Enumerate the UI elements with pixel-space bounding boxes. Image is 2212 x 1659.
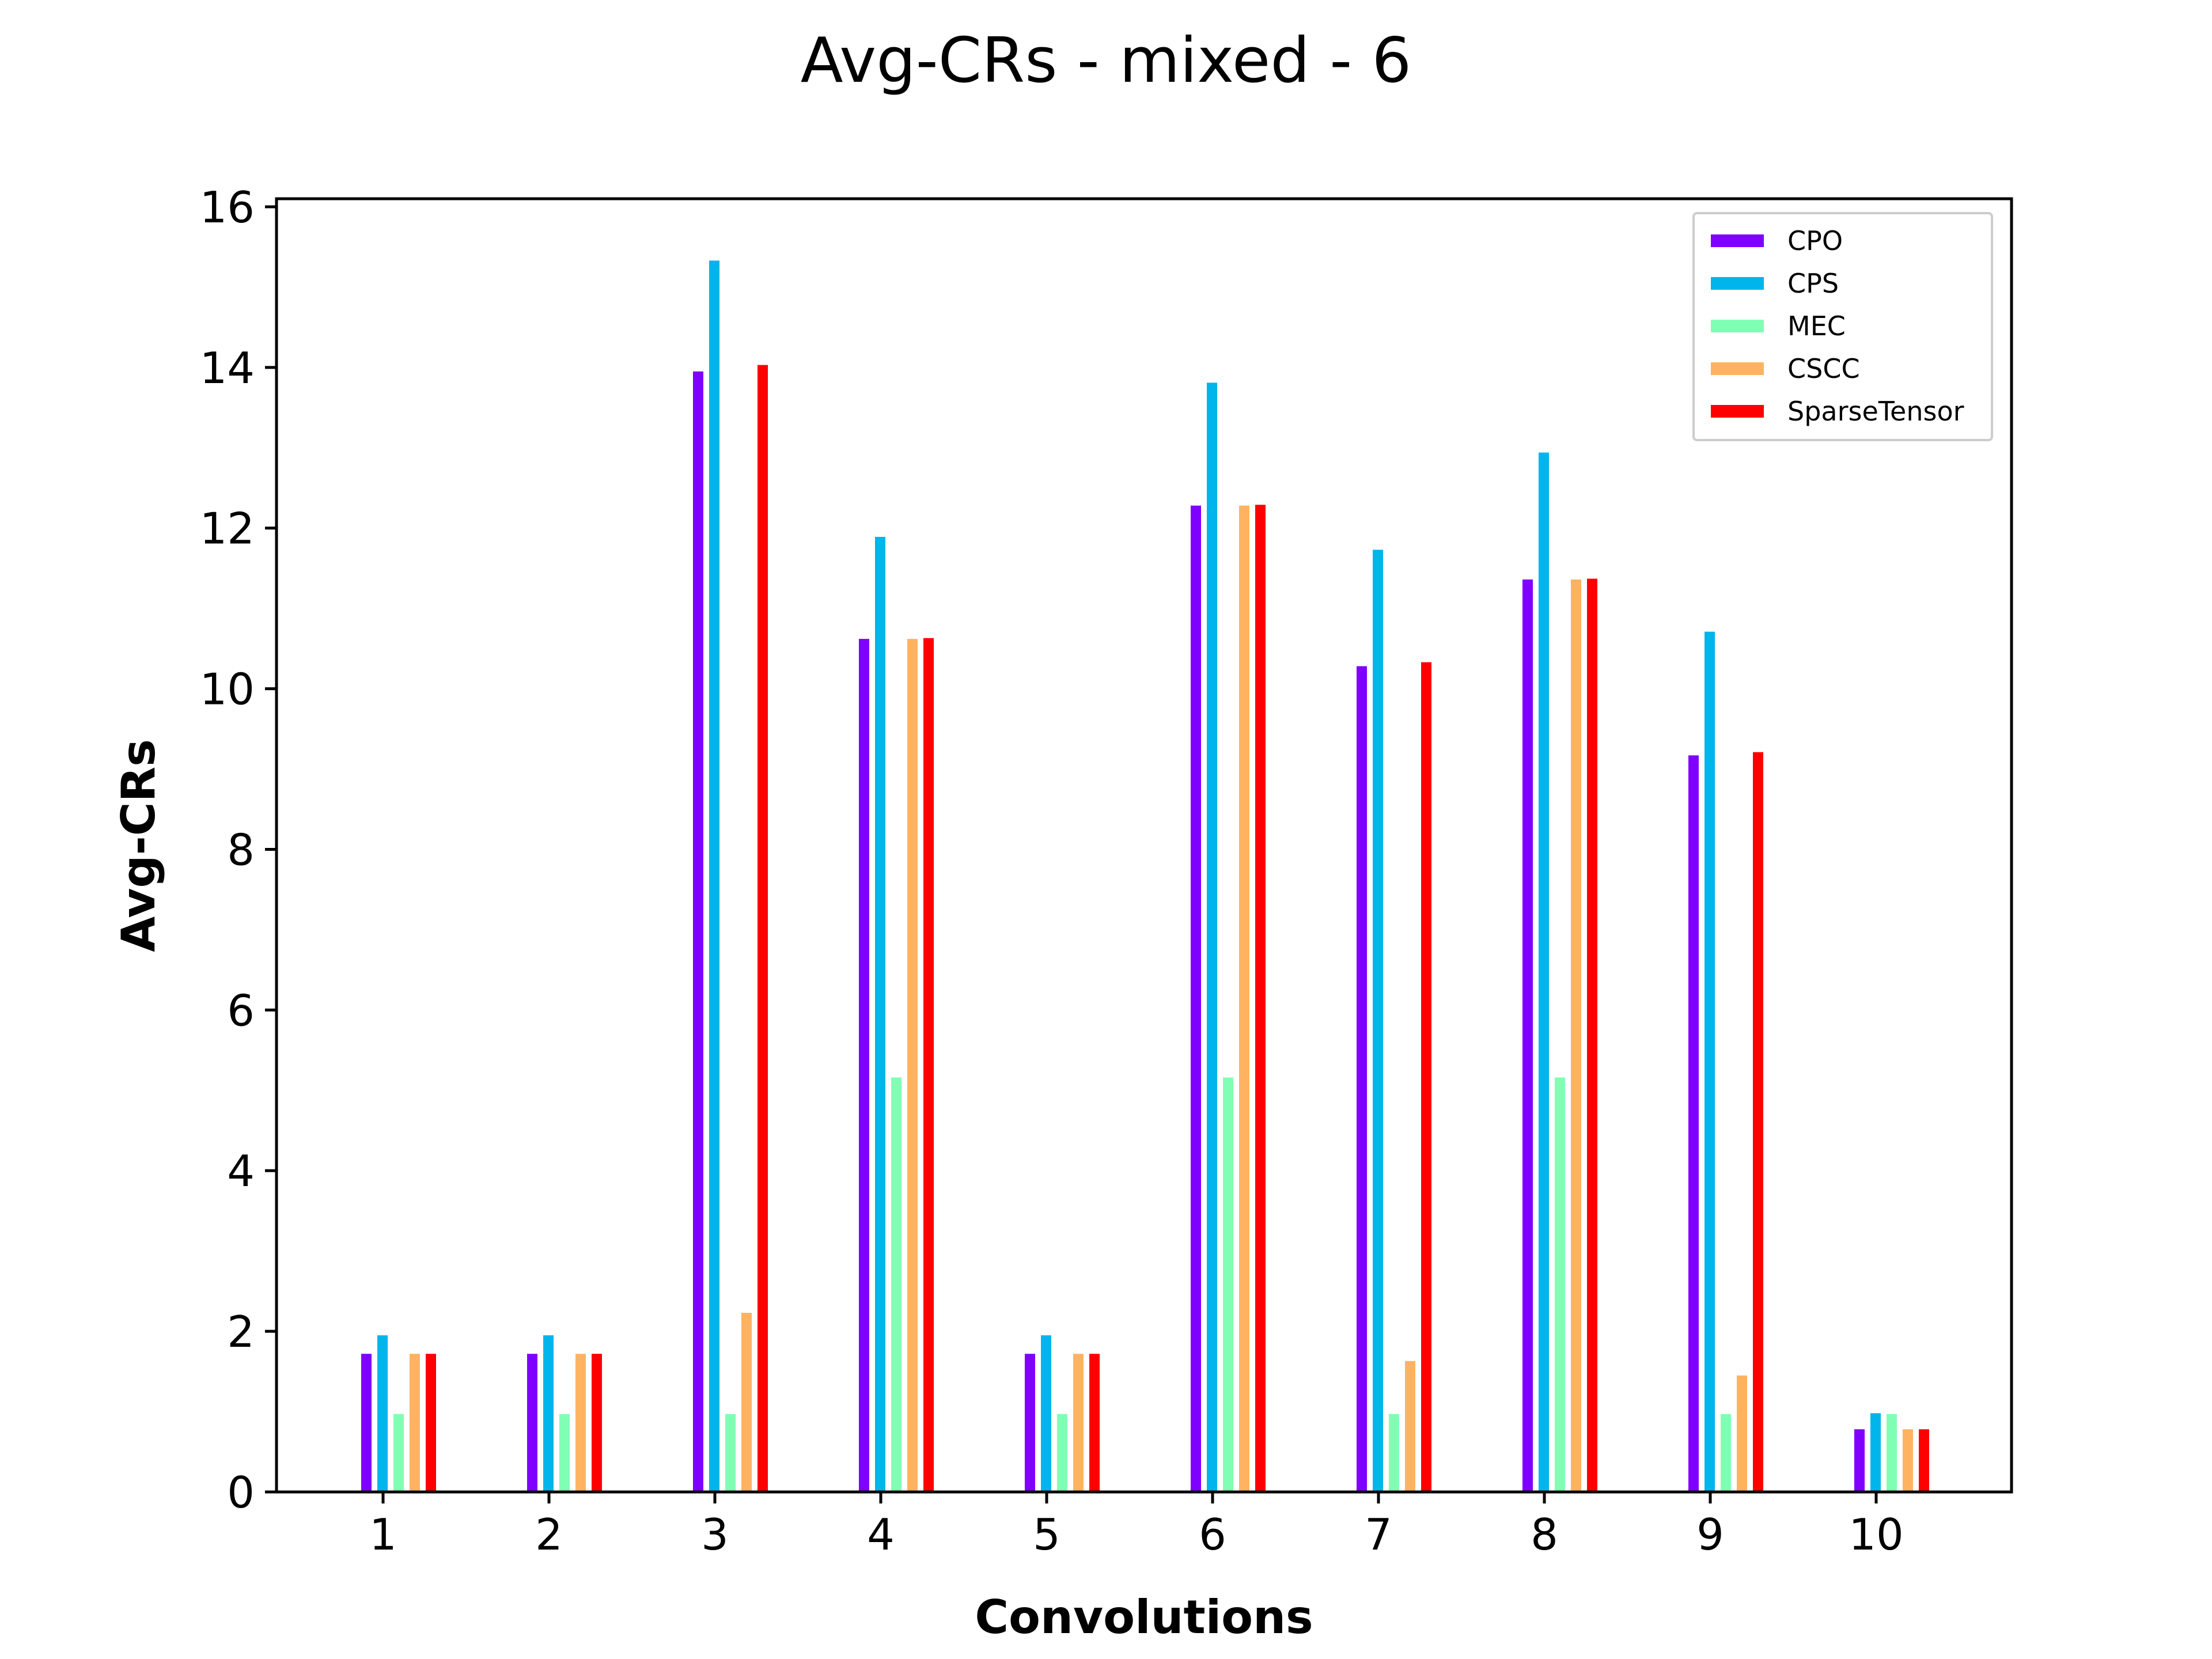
bar-cps-2 xyxy=(543,1335,554,1492)
bar-cpo-7 xyxy=(1357,666,1367,1492)
x-tick-label-5: 5 xyxy=(1033,1509,1060,1560)
bar-sparsetensor-5 xyxy=(1089,1354,1100,1492)
bar-cscc-7 xyxy=(1405,1361,1415,1492)
bar-cpo-5 xyxy=(1025,1354,1035,1492)
bar-sparsetensor-9 xyxy=(1753,752,1763,1492)
y-tick-label-4: 4 xyxy=(227,1146,255,1196)
legend-swatch-cpo xyxy=(1711,234,1764,247)
bar-cscc-3 xyxy=(741,1313,752,1492)
bar-sparsetensor-4 xyxy=(923,638,934,1492)
bar-sparsetensor-3 xyxy=(757,365,768,1492)
legend-label-sparsetensor: SparseTensor xyxy=(1787,396,1964,427)
y-tick-label-14: 14 xyxy=(200,343,255,393)
bar-mec-8 xyxy=(1555,1077,1565,1492)
x-tick-label-10: 10 xyxy=(1849,1509,1903,1560)
legend-swatch-cps xyxy=(1711,277,1764,290)
bar-cps-6 xyxy=(1207,382,1217,1492)
series-cps xyxy=(377,260,1881,1493)
bar-cscc-5 xyxy=(1073,1354,1084,1492)
bar-mec-1 xyxy=(393,1414,404,1492)
y-axis: 0 2 4 6 8 10 12 14 16 xyxy=(200,182,276,1518)
y-tick-label-6: 6 xyxy=(227,985,255,1036)
bar-cscc-1 xyxy=(410,1354,420,1492)
plot-frame xyxy=(275,197,2013,1494)
bars-layer xyxy=(361,260,1929,1493)
x-tick-label-2: 2 xyxy=(535,1509,563,1560)
bar-cps-4 xyxy=(875,537,885,1492)
bar-mec-4 xyxy=(891,1077,902,1492)
bar-cpo-1 xyxy=(361,1354,372,1492)
bar-cpo-8 xyxy=(1522,579,1533,1492)
bar-mec-2 xyxy=(559,1414,570,1492)
bar-cscc-9 xyxy=(1737,1375,1747,1492)
y-tick-label-12: 12 xyxy=(200,503,255,554)
series-mec xyxy=(393,1077,1897,1492)
bar-mec-9 xyxy=(1721,1414,1731,1492)
legend-label-cscc: CSCC xyxy=(1787,353,1860,384)
y-tick-label-10: 10 xyxy=(200,664,255,715)
bar-cps-8 xyxy=(1539,452,1549,1492)
bar-cscc-10 xyxy=(1903,1429,1913,1492)
bar-cps-1 xyxy=(377,1335,388,1492)
bar-mec-5 xyxy=(1057,1414,1067,1492)
legend-label-mec: MEC xyxy=(1787,310,1846,342)
bar-sparsetensor-10 xyxy=(1919,1429,1929,1492)
bar-cps-9 xyxy=(1705,631,1715,1492)
chart-title: Avg-CRs - mixed - 6 xyxy=(801,25,1412,97)
bar-cpo-2 xyxy=(527,1354,537,1492)
bar-sparsetensor-7 xyxy=(1421,662,1431,1492)
bar-mec-10 xyxy=(1887,1414,1897,1492)
bar-cpo-3 xyxy=(693,371,703,1492)
bar-mec-7 xyxy=(1389,1414,1399,1492)
y-tick-label-8: 8 xyxy=(227,824,255,875)
legend: CPO CPS MEC CSCC SparseTensor xyxy=(1692,212,1993,441)
bar-mec-6 xyxy=(1223,1077,1233,1492)
bar-cps-7 xyxy=(1373,550,1383,1492)
legend-label-cps: CPS xyxy=(1787,268,1839,299)
x-tick-label-7: 7 xyxy=(1365,1509,1392,1560)
bar-cscc-2 xyxy=(575,1354,586,1492)
bar-sparsetensor-1 xyxy=(426,1354,436,1492)
bar-cps-10 xyxy=(1870,1413,1881,1492)
bar-cpo-10 xyxy=(1854,1429,1865,1492)
series-cscc xyxy=(410,505,1913,1493)
bar-cps-3 xyxy=(709,260,719,1493)
legend-swatch-cscc xyxy=(1711,362,1764,375)
bar-sparsetensor-6 xyxy=(1255,505,1266,1492)
y-tick-label-0: 0 xyxy=(227,1467,255,1518)
x-tick-label-1: 1 xyxy=(369,1509,397,1560)
bar-cps-5 xyxy=(1041,1335,1051,1492)
legend-swatch-mec xyxy=(1711,320,1764,332)
bar-cpo-9 xyxy=(1688,755,1699,1492)
y-tick-label-2: 2 xyxy=(227,1306,255,1357)
x-tick-label-9: 9 xyxy=(1696,1509,1724,1560)
legend-box xyxy=(1692,212,1993,441)
legend-label-cpo: CPO xyxy=(1787,225,1843,256)
x-axis: 1 2 3 4 5 6 7 8 9 10 xyxy=(369,1492,1904,1560)
series-sparsetensor xyxy=(426,365,1929,1492)
x-tick-label-4: 4 xyxy=(867,1509,895,1560)
legend-swatch-sparsetensor xyxy=(1711,405,1764,418)
bar-sparsetensor-8 xyxy=(1587,578,1597,1492)
bar-cscc-6 xyxy=(1239,505,1249,1493)
bar-cscc-4 xyxy=(907,639,918,1492)
bar-cpo-6 xyxy=(1191,505,1201,1493)
bar-cpo-4 xyxy=(859,639,869,1492)
bar-cscc-8 xyxy=(1571,579,1581,1492)
bar-sparsetensor-2 xyxy=(592,1354,602,1492)
x-tick-label-6: 6 xyxy=(1199,1509,1226,1560)
y-tick-label-16: 16 xyxy=(200,182,255,233)
series-cpo xyxy=(361,371,1865,1493)
x-tick-label-8: 8 xyxy=(1531,1509,1558,1560)
y-axis-label: Avg-CRs xyxy=(112,739,165,952)
bar-mec-3 xyxy=(725,1414,736,1492)
x-axis-label: Convolutions xyxy=(975,1590,1313,1644)
x-tick-label-3: 3 xyxy=(701,1509,729,1560)
